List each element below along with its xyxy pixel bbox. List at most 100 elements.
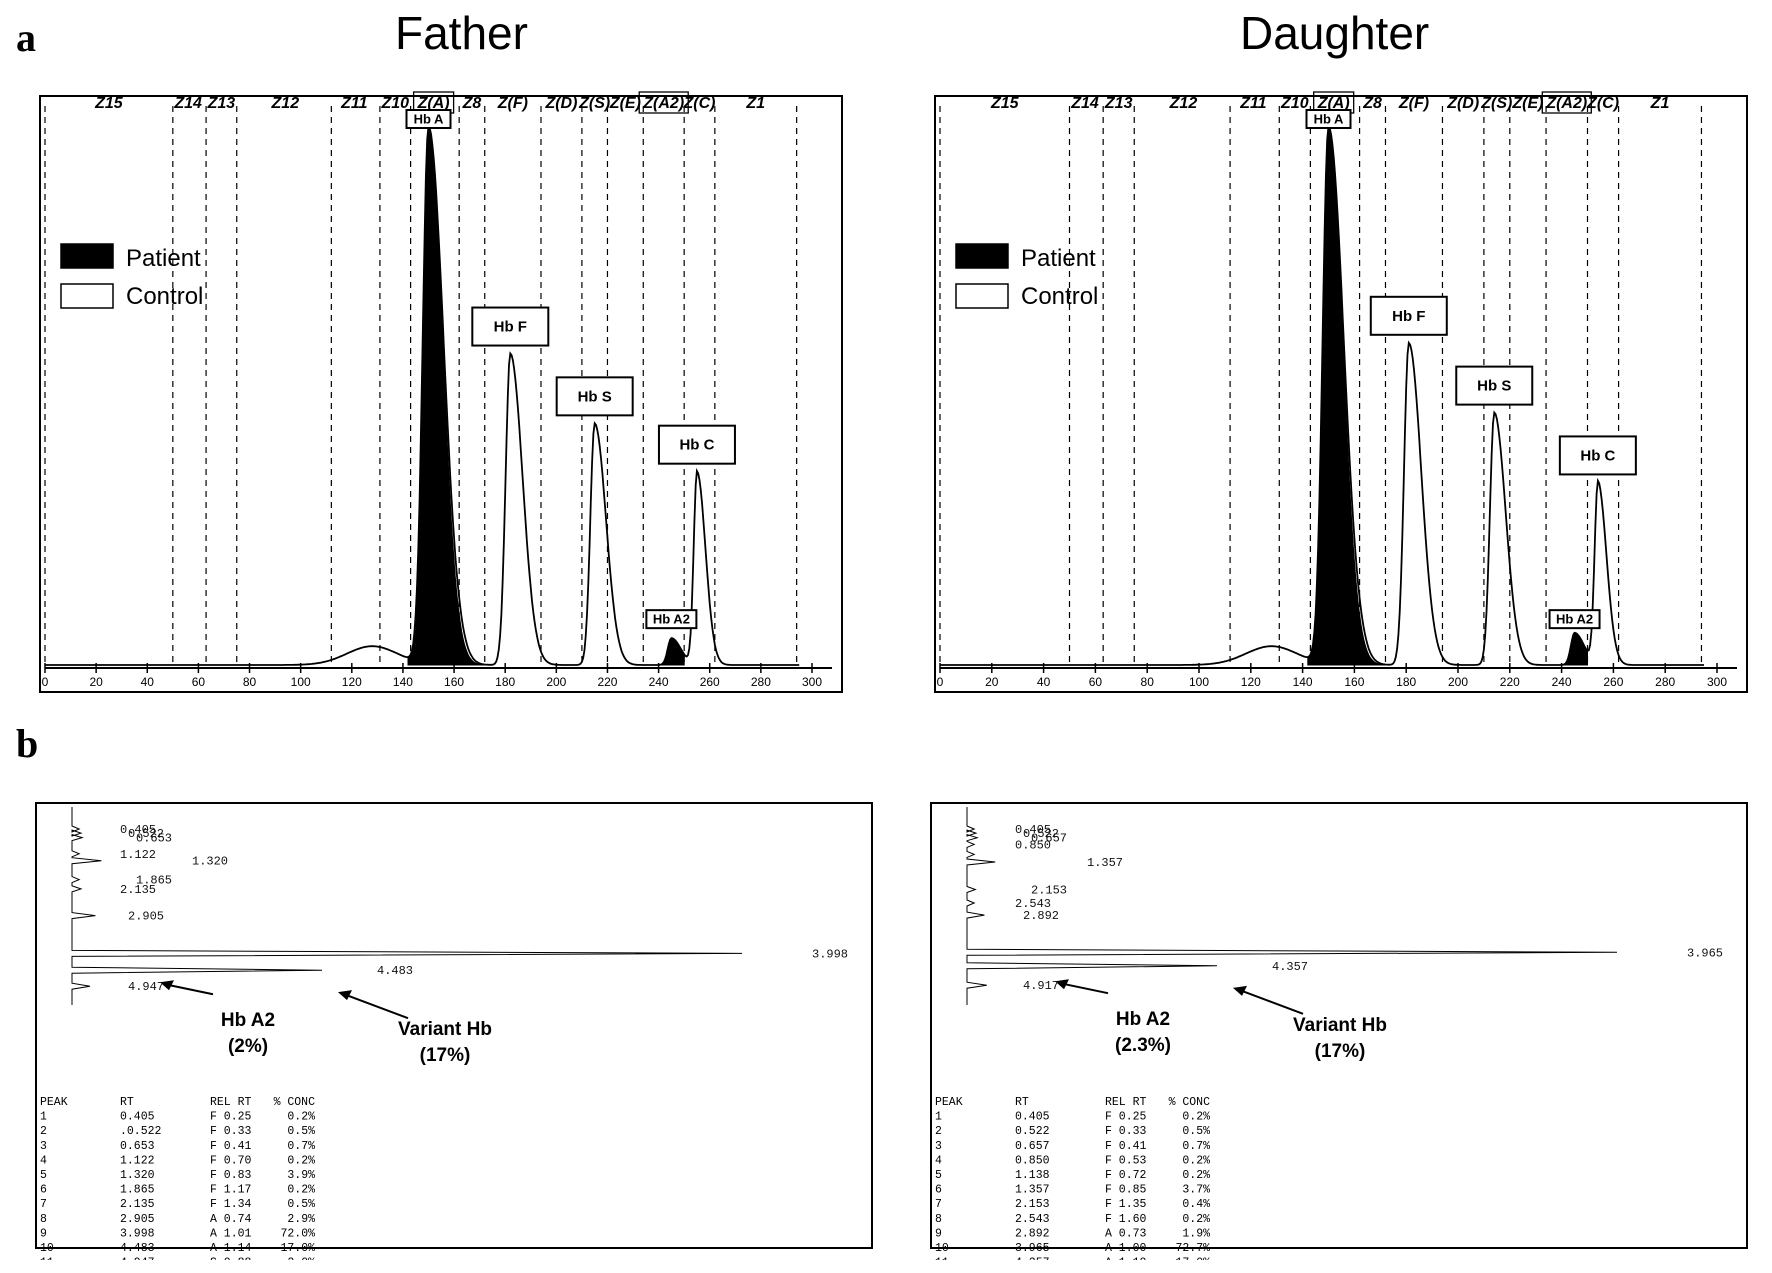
table-cell: F 1.35	[1105, 1198, 1147, 1211]
table-cell: A 0.73	[1105, 1227, 1147, 1240]
patient-hba2-peak	[1561, 632, 1588, 666]
zone-label: Z(F)	[1398, 95, 1429, 112]
zone-label: Z(A2)	[642, 95, 684, 112]
peak-rt-annotation: 4.483	[377, 964, 413, 978]
variant-arrow	[343, 993, 409, 1020]
legend-patient-label: Patient	[126, 245, 201, 272]
table-cell: 0.2%	[287, 1111, 315, 1124]
zone-label: Z12	[1169, 95, 1198, 112]
zone-label: Z12	[271, 95, 300, 112]
x-tick-label: 300	[802, 675, 822, 689]
table-cell: 9	[40, 1227, 47, 1240]
x-tick-label: 160	[444, 675, 464, 689]
hba2-label: Hb A2	[1116, 1009, 1170, 1030]
table-cell: 0.405	[1015, 1111, 1050, 1124]
x-tick-label: 120	[342, 675, 362, 689]
table-cell: 3	[40, 1140, 47, 1153]
table-cell: 10	[935, 1242, 949, 1255]
legend-patient-swatch	[60, 243, 114, 269]
table-cell: 2.543	[1015, 1213, 1050, 1226]
x-tick-label: 200	[546, 675, 566, 689]
x-tick-label: 280	[1655, 675, 1675, 689]
peak-label-box	[405, 109, 452, 129]
table-header: % CONC	[274, 1096, 316, 1109]
table-cell: 0.2%	[1182, 1213, 1210, 1226]
x-tick-label: 20	[985, 675, 999, 689]
hba2-arrowhead	[1055, 979, 1069, 990]
zone-label: Z11	[1239, 95, 1266, 112]
peak-rt-annotation: 1.122	[120, 848, 156, 862]
peak-rt-annotation: 0.653	[136, 832, 172, 846]
hba2-arrow	[164, 983, 214, 996]
table-cell: 0.2%	[1182, 1169, 1210, 1182]
variant-label: Variant Hb	[398, 1019, 492, 1040]
x-tick-label: 140	[393, 675, 413, 689]
peak-label: Hb A2	[1556, 611, 1593, 626]
x-tick-label: 220	[1500, 675, 1520, 689]
hba2-arrowhead	[160, 980, 174, 991]
table-cell: A 1.14	[210, 1242, 252, 1255]
peak-rt-annotation: 3.965	[1687, 946, 1723, 960]
table-cell: 2.153	[1015, 1198, 1050, 1211]
hba2-arrow	[1059, 982, 1109, 995]
hba2-value: (2.3%)	[1115, 1035, 1171, 1056]
zone-label: Z1	[1650, 95, 1670, 112]
panel-a-letter: a	[16, 15, 36, 60]
zone-label: Z(A)	[1317, 95, 1350, 112]
zone-label: Z13	[207, 95, 236, 112]
peak-label: Hb C	[679, 437, 714, 454]
zone-box	[1541, 91, 1592, 114]
peak-label: Hb C	[1580, 447, 1615, 464]
x-tick-label: 20	[89, 675, 103, 689]
table-cell: F 0.41	[1105, 1140, 1147, 1153]
peak-rt-annotation: 0.405	[1015, 823, 1051, 837]
table-cell: 1.865	[120, 1184, 155, 1197]
father-title: Father	[395, 7, 528, 59]
legend-patient-label: Patient	[1021, 245, 1096, 272]
peak-rt-annotation: 2.905	[128, 910, 164, 924]
x-tick-label: 300	[1707, 675, 1727, 689]
table-cell: 1	[935, 1111, 942, 1124]
peak-rt-annotation: 4.917	[1023, 979, 1059, 993]
peak-rt-annotation: 1.320	[192, 855, 228, 869]
x-tick-label: 0	[937, 675, 944, 689]
table-cell: 0.850	[1015, 1154, 1050, 1167]
x-tick-label: 200	[1448, 675, 1468, 689]
x-tick-label: 240	[1552, 675, 1572, 689]
zone-label: Z(S)	[1480, 95, 1512, 112]
legend-control-swatch	[955, 283, 1009, 309]
table-cell: F 0.33	[210, 1125, 252, 1138]
peak-rt-annotation: 3.998	[812, 947, 848, 961]
table-cell: 0.5%	[1182, 1125, 1210, 1138]
table-cell: 4.357	[1015, 1257, 1050, 1260]
hba2-value: (2%)	[228, 1036, 268, 1057]
x-tick-label: 100	[1189, 675, 1209, 689]
table-cell: 0.2%	[1182, 1111, 1210, 1124]
table-cell: 2	[40, 1125, 47, 1138]
table-cell: 2.905	[120, 1213, 155, 1226]
table-cell: F 0.83	[210, 1169, 252, 1182]
table-cell: 3.998	[120, 1227, 155, 1240]
table-cell: 4	[40, 1154, 47, 1167]
x-tick-label: 120	[1241, 675, 1261, 689]
table-cell: 3.9%	[287, 1169, 315, 1182]
x-tick-label: 140	[1293, 675, 1313, 689]
table-cell: 3	[935, 1140, 942, 1153]
variant-arrow	[1238, 988, 1304, 1015]
legend-patient-swatch	[955, 243, 1009, 269]
table-cell: 0.7%	[1182, 1140, 1210, 1153]
report-frame	[35, 802, 873, 1249]
table-cell: 3.965	[1015, 1242, 1050, 1255]
table-cell: 3.7%	[1182, 1184, 1210, 1197]
peak-label-box	[1548, 609, 1601, 630]
zone-label: Z14	[173, 95, 202, 112]
peak-label: Hb S	[1477, 378, 1511, 395]
table-header: RT	[120, 1096, 134, 1109]
peak-rt-annotation: 0.657	[1031, 832, 1067, 846]
peak-rt-annotation: 0.522	[128, 827, 164, 841]
table-cell: A 1.01	[210, 1227, 252, 1240]
legend-control-label: Control	[1021, 283, 1098, 310]
table-cell: 2.892	[1015, 1227, 1050, 1240]
table-cell: F 0.53	[1105, 1154, 1147, 1167]
zone-label: Z14	[1070, 95, 1099, 112]
